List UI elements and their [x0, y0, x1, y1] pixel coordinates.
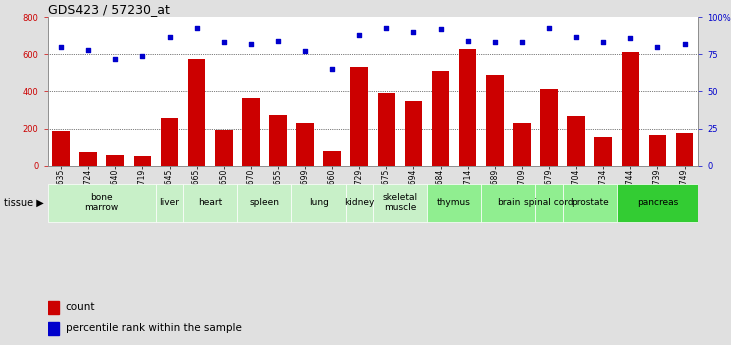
Bar	[269, 115, 287, 166]
Bar	[563, 184, 617, 222]
Point	[272, 38, 284, 44]
Bar	[481, 184, 535, 222]
Bar	[427, 184, 481, 222]
Point	[245, 41, 257, 47]
Text: brain: brain	[496, 198, 520, 207]
Point	[83, 47, 94, 53]
Text: lung: lung	[308, 198, 328, 207]
Point	[191, 25, 202, 30]
Point	[110, 56, 121, 61]
Point	[299, 49, 311, 54]
Point	[326, 66, 338, 72]
Point	[435, 26, 447, 32]
Text: tissue ▶: tissue ▶	[4, 198, 44, 208]
Bar	[292, 184, 346, 222]
Bar	[238, 184, 292, 222]
Bar	[52, 131, 70, 166]
Text: percentile rank within the sample: percentile rank within the sample	[66, 323, 242, 333]
Text: spleen: spleen	[249, 198, 279, 207]
Text: kidney: kidney	[344, 198, 374, 207]
Bar	[107, 155, 124, 166]
Text: skeletal
muscle: skeletal muscle	[382, 193, 417, 212]
Point	[408, 29, 420, 35]
Bar	[405, 101, 423, 166]
Text: count: count	[66, 303, 95, 313]
Bar	[432, 71, 450, 166]
Point	[597, 40, 609, 45]
Point	[489, 40, 501, 45]
Point	[624, 35, 636, 41]
Bar	[535, 184, 563, 222]
Bar	[621, 52, 639, 166]
Text: heart: heart	[198, 198, 222, 207]
Text: spinal cord: spinal cord	[524, 198, 574, 207]
Bar	[648, 135, 666, 166]
Bar	[156, 184, 183, 222]
Bar	[617, 184, 698, 222]
Bar	[373, 184, 427, 222]
Bar	[80, 152, 97, 166]
Bar	[188, 59, 205, 166]
Bar	[134, 156, 151, 166]
Bar	[486, 75, 504, 166]
Point	[381, 25, 393, 30]
Bar	[567, 117, 585, 166]
Bar	[215, 130, 232, 166]
Bar	[48, 184, 156, 222]
Bar	[540, 89, 558, 166]
Point	[164, 34, 175, 39]
Text: bone
marrow: bone marrow	[85, 193, 119, 212]
Bar	[48, 301, 59, 314]
Text: thymus: thymus	[437, 198, 471, 207]
Text: pancreas: pancreas	[637, 198, 678, 207]
Text: GDS423 / 57230_at: GDS423 / 57230_at	[48, 3, 170, 16]
Point	[462, 38, 474, 44]
Point	[56, 44, 67, 50]
Bar	[323, 151, 341, 166]
Bar	[48, 322, 59, 335]
Point	[543, 25, 555, 30]
Point	[651, 44, 663, 50]
Point	[218, 40, 230, 45]
Bar	[242, 98, 260, 166]
Point	[353, 32, 365, 38]
Bar	[183, 184, 238, 222]
Bar	[346, 184, 373, 222]
Bar	[350, 67, 368, 166]
Bar	[296, 123, 314, 166]
Bar	[459, 49, 477, 166]
Text: prostate: prostate	[571, 198, 608, 207]
Text: liver: liver	[159, 198, 180, 207]
Bar	[675, 133, 694, 166]
Point	[678, 41, 690, 47]
Bar	[161, 118, 178, 166]
Bar	[377, 93, 395, 166]
Point	[137, 53, 148, 59]
Point	[570, 34, 582, 39]
Point	[516, 40, 528, 45]
Bar	[513, 123, 531, 166]
Bar	[594, 137, 612, 166]
